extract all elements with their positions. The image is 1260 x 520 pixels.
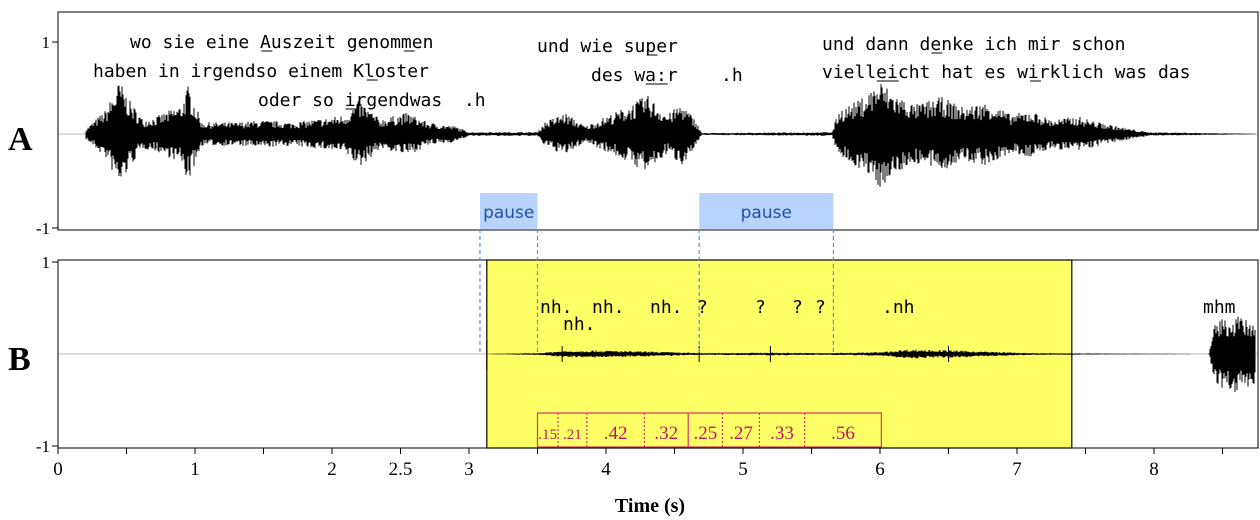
y-tick-label: 1 [42, 33, 51, 52]
panel-label-a: A [8, 121, 33, 158]
x-tick-label: 1 [190, 459, 200, 480]
transcript-line: wo sie eine Auszeit genommen [130, 32, 433, 53]
token-label: nh. [650, 297, 683, 318]
token-label: mhm [1203, 297, 1236, 318]
panel-a-transcript: wo sie eine Auszeit genommen haben in irg… [93, 32, 1190, 111]
panel-a-waveform [85, 84, 1256, 187]
pause-label: pause [483, 203, 534, 223]
interval-label: .42 [604, 423, 628, 444]
x-tick-label: 7 [1012, 459, 1022, 480]
transcript-line: und wie super [537, 36, 678, 57]
pause-markers: pause pause [479, 193, 835, 354]
transcript-line: haben in irgendso einem Kloster [93, 61, 429, 82]
y-tick-label: 1 [42, 253, 51, 272]
token-label: .nh [882, 297, 915, 318]
pause-box [699, 193, 834, 229]
interval-label: .25 [693, 423, 717, 444]
panel-b-waveform [486, 316, 1256, 392]
y-tick-label: -1 [36, 219, 50, 238]
token-label: ? [792, 297, 803, 318]
y-tick-label: -1 [36, 437, 50, 456]
wave-a-trace [85, 84, 1256, 187]
token-label: ? [815, 297, 826, 318]
x-tick-label: 6 [875, 459, 885, 480]
panel-label-b: B [8, 341, 31, 378]
transcript-line: oder so irgendwas .h [258, 90, 486, 111]
interval-label: .33 [770, 423, 794, 444]
x-tick-label: 2 [327, 459, 337, 480]
token-label: ? [755, 297, 766, 318]
x-tick-label: 0 [53, 459, 63, 480]
transcript-line: vielleicht hat es wirklich was das [822, 62, 1190, 83]
panel-b-tokens: nh.nh.nh. nh.???? .nh mhm [540, 297, 1236, 335]
wave-b-trace [488, 316, 1256, 392]
x-tick-label: 2.5 [389, 459, 413, 480]
interval-label: .15 [538, 427, 557, 443]
x-tick-label: 8 [1149, 459, 1159, 480]
pause-box [479, 193, 538, 229]
x-tick-label: 4 [601, 459, 611, 480]
transcript-line: des wa:r .h [591, 65, 743, 86]
token-label: ? [697, 297, 708, 318]
token-label: nh. [592, 297, 625, 318]
interval-label: .21 [563, 427, 582, 443]
interval-outline [536, 412, 882, 448]
x-tick-label: 5 [738, 459, 748, 480]
axes: 0 1 2 2.5 3 4 5 6 7 8 1 -1 1 -1 [36, 33, 1258, 480]
interval-label: .27 [729, 423, 753, 444]
x-tick-label: 3 [464, 459, 474, 480]
transcript-line: und dann denke ich mir schon [822, 34, 1125, 55]
pause-label: pause [741, 203, 792, 223]
interval-label: .56 [831, 423, 855, 444]
token-label: nh. [563, 314, 596, 335]
x-axis-title: Time (s) [615, 495, 685, 517]
interval-label: .32 [654, 423, 678, 444]
interval-boxes: .15 .21 .42 .32 .25 .27 .33 .56 [536, 412, 882, 448]
token-label: nh. [540, 297, 573, 318]
